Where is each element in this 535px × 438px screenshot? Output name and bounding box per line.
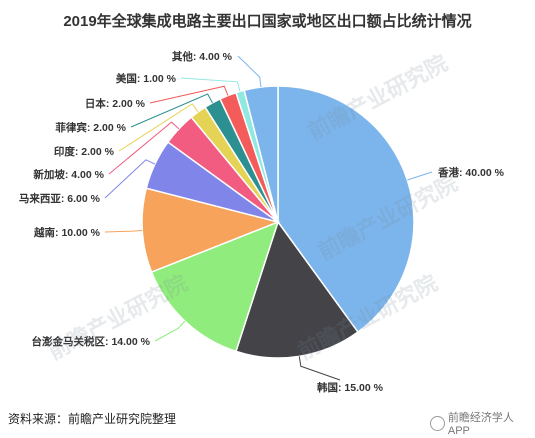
leader-line-5 [108,121,180,175]
slice-label-1: 韩国: 15.00 % [317,381,384,394]
slice-label-2: 台澎金马关税区: 14.00 % [32,335,151,348]
slice-label-4: 马来西亚: 6.00 % [19,192,101,205]
leader-lines [104,55,433,381]
slice-label-9: 美国: 1.00 % [116,72,177,85]
leader-line-8 [149,85,229,104]
slice-label-0: 香港: 40.00 % [437,166,505,179]
slice-label-7: 菲律宾: 2.00 % [55,121,126,134]
pie-slice-3 [141,187,281,274]
brand-label: 前瞻经济学人APP [447,412,514,437]
slice-label-8: 日本: 2.00 % [85,97,146,110]
leader-line-10 [237,55,262,88]
leader-line-2 [154,320,186,342]
pie-slice-0 [277,85,415,334]
leader-line-1 [298,356,341,381]
leader-line-4 [104,159,156,199]
slice-label-5: 新加坡: 4.00 % [33,168,104,181]
brand: 前瞻经济学人APP [430,409,535,437]
source-note: 资料来源：前瞻产业研究院整理 [8,412,177,426]
pie-slice-2 [150,220,280,353]
leader-line-7 [130,93,213,128]
slice-label-3: 越南: 10.00 % [33,226,101,239]
slice-labels: 香港: 40.00 % 韩国: 15.00 % 台澎金马关税区: 14.00 % 越南… [19,50,505,394]
slice-label-6: 印度: 2.00 % [54,145,115,158]
chart-title: 2019年全球集成电路主要出口国家或地区出口额占比统计情况 [63,13,472,30]
wechat-icon [430,415,445,431]
slice-label-10: 其他: 4.00 % [172,50,233,63]
leader-line-6 [118,103,199,152]
leader-line-0 [407,171,433,181]
leader-line-3 [104,230,143,233]
leader-line-9 [180,77,241,92]
pie-slices [141,85,415,359]
